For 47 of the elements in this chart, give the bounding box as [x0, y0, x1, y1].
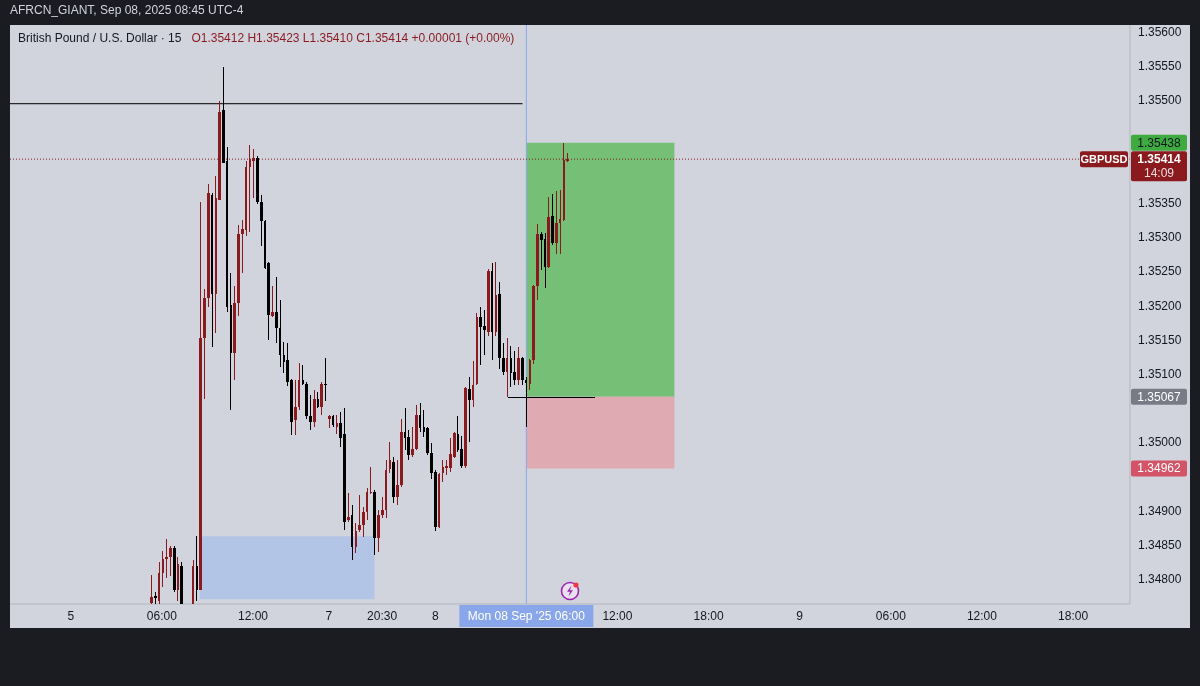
- x-tick-label: Mon 08 Sep '25 06:00: [467, 609, 586, 623]
- y-tick-label: 1.35150: [1138, 332, 1182, 347]
- candlestick: [347, 493, 350, 522]
- y-tick-label: 1.34800: [1138, 572, 1182, 587]
- text: AFRCN_GIANT, Sep 08, 2025 08:45 UTC-4: [10, 3, 244, 17]
- text: 14:09: [1143, 166, 1175, 181]
- annotation: GBPUSD: [1080, 153, 1128, 166]
- y-tick-label: 1.35550: [1138, 59, 1182, 74]
- candlestick: [324, 358, 327, 402]
- text: 1.35067: [1137, 389, 1182, 404]
- text: 1.35438: [1137, 135, 1182, 150]
- x-tick-label: 06:00: [875, 609, 907, 623]
- ref-line-label: 1.35414: [1137, 152, 1182, 167]
- x-tick-label: 20:30: [367, 609, 398, 623]
- x-tick-label: 8: [431, 609, 439, 623]
- text: 1.34962: [1137, 461, 1182, 476]
- x-tick-label: 9: [796, 609, 804, 623]
- y-tick-label: 1.35250: [1138, 264, 1182, 279]
- x-tick-label: 12:00: [602, 609, 633, 623]
- y-tick-label: 1.35000: [1138, 435, 1182, 450]
- annotation: O1.35412 H1.35423 L1.35410 C1.35414 +0.00001 (+0.00%): [191, 31, 515, 45]
- x-tick-label: 12:00: [237, 609, 269, 623]
- candlestick: [370, 467, 372, 495]
- y-tick-label: 1.35300: [1138, 230, 1182, 245]
- y-tick-label: 1.35350: [1138, 195, 1182, 210]
- y-tick-label: 1.34900: [1138, 503, 1182, 518]
- x-tick-label: 18:00: [693, 609, 724, 623]
- x-tick-label: 06:00: [146, 609, 178, 623]
- candlestick: [165, 538, 168, 578]
- x-tick-label: 12:00: [966, 609, 998, 623]
- candlestick: [328, 415, 331, 429]
- y-tick-label: 1.35200: [1138, 298, 1182, 313]
- candlestick: [559, 189, 561, 255]
- x-tick-label: 18:00: [1058, 609, 1089, 623]
- y-tick-label: 1.35600: [1138, 24, 1182, 39]
- x-tick-label: 5: [67, 609, 75, 623]
- y-tick-label: 1.35100: [1138, 367, 1182, 382]
- text: British Pound / U.S. Dollar · 15: [18, 31, 182, 45]
- candlestick: [154, 592, 157, 604]
- y-tick-label: 1.35500: [1138, 93, 1182, 108]
- candlestick: [309, 395, 312, 431]
- candlestick: [525, 376, 527, 427]
- candlestick: [271, 286, 274, 318]
- y-tick-label: 1.34850: [1138, 538, 1182, 553]
- x-tick-label: 7: [325, 609, 333, 623]
- candlestick: [358, 495, 361, 533]
- candlestick: [468, 377, 471, 442]
